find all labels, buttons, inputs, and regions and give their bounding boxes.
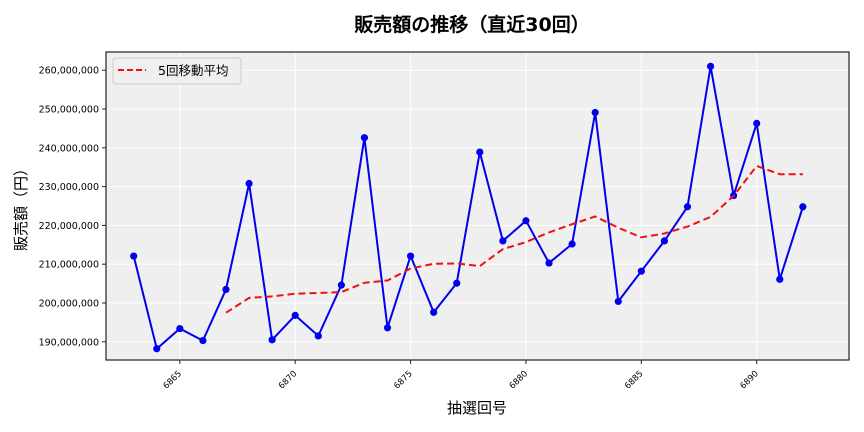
moving-average-line <box>225 164 803 314</box>
y-tick-label: 200,000,000 <box>39 298 99 309</box>
y-tick-label: 230,000,000 <box>39 182 99 193</box>
legend: 5回移動平均 <box>112 57 242 85</box>
y-tick-label: 250,000,000 <box>39 105 99 116</box>
x-tick-label: 6875 <box>392 369 414 391</box>
x-tick-label: 6885 <box>623 369 645 391</box>
data-point-marker <box>706 62 715 70</box>
data-point-marker <box>591 108 599 117</box>
data-point-marker <box>245 179 253 188</box>
data-point-marker <box>406 252 415 260</box>
plot-area <box>106 52 849 360</box>
x-tick-label: 6890 <box>738 369 760 391</box>
data-point-marker <box>153 345 161 353</box>
data-point-marker <box>222 285 230 294</box>
data-point-marker <box>268 336 276 344</box>
grid-lines <box>106 52 849 360</box>
y-tick-label: 210,000,000 <box>39 260 99 271</box>
data-point-marker <box>453 279 461 287</box>
y-tick-label: 190,000,000 <box>39 337 99 348</box>
data-point-marker <box>568 240 576 248</box>
data-point-marker <box>683 203 692 211</box>
data-point-marker <box>199 337 207 345</box>
sales-line <box>132 66 804 351</box>
legend-label: 5回移動平均 <box>158 63 228 78</box>
x-tick-label: 6880 <box>508 369 530 391</box>
data-point-marker <box>360 134 369 142</box>
data-point-marker <box>637 267 645 275</box>
data-point-marker <box>522 217 530 225</box>
y-tick-label: 220,000,000 <box>39 221 99 232</box>
series-layer <box>130 62 807 353</box>
data-point-marker <box>660 237 669 245</box>
y-tick-label: 260,000,000 <box>39 66 99 77</box>
chart-title: 販売額の推移（直近30回） <box>354 13 589 36</box>
data-point-marker <box>753 119 761 127</box>
y-axis-ticks: 190,000,000 200,000,000 210,000,000 220,000… <box>39 66 106 348</box>
data-point-marker <box>130 252 138 260</box>
data-point-marker <box>291 311 299 319</box>
data-point-marker <box>614 297 622 306</box>
data-point-marker <box>545 259 553 267</box>
x-axis-ticks: 6865 6870 6875 6880 6885 6890 <box>162 360 761 391</box>
data-point-marker <box>776 275 784 283</box>
data-point-marker <box>314 332 322 340</box>
data-point-marker <box>383 324 392 332</box>
data-point-marker <box>337 281 345 289</box>
data-point-marker <box>499 237 507 245</box>
x-axis-label: 抽選回号 <box>447 399 507 417</box>
data-point-marker <box>430 308 438 316</box>
x-tick-label: 6870 <box>277 369 299 391</box>
data-point-marker <box>176 324 184 333</box>
data-point-marker <box>476 148 484 156</box>
data-point-marker <box>799 203 807 211</box>
plot-frame <box>105 51 850 361</box>
x-tick-label: 6865 <box>162 369 184 391</box>
y-tick-label: 240,000,000 <box>39 143 99 154</box>
y-axis-label: 販売額（円） <box>12 161 30 251</box>
